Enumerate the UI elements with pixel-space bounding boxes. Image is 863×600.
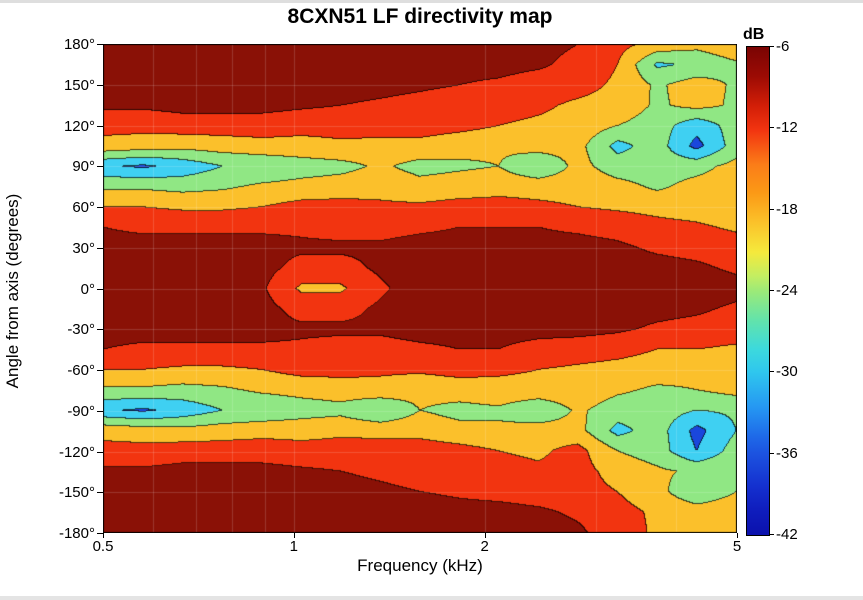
x-tick-mark bbox=[485, 533, 486, 538]
colorbar-tick-label: -30 bbox=[776, 363, 798, 381]
y-tick-mark bbox=[97, 166, 103, 167]
y-tick-mark bbox=[97, 329, 103, 330]
colorbar-tick-mark bbox=[769, 534, 774, 535]
colorbar-tick-mark bbox=[769, 371, 774, 372]
y-tick-mark bbox=[97, 289, 103, 290]
bottom-border-strip bbox=[0, 596, 863, 600]
colorbar-tick-label: -18 bbox=[776, 200, 798, 218]
colorbar-tick-mark bbox=[769, 209, 774, 210]
x-axis-title: Frequency (kHz) bbox=[357, 556, 483, 575]
y-tick-label: 30° bbox=[72, 239, 95, 257]
colorbar-tick-label: -6 bbox=[776, 38, 790, 55]
colorbar-tick-mark bbox=[769, 46, 774, 47]
y-axis-title: Angle from axis (degrees) bbox=[3, 193, 22, 389]
colorbar-tick-mark bbox=[769, 127, 774, 128]
x-tick-label: 5 bbox=[732, 538, 742, 555]
y-tick-label: -60° bbox=[67, 362, 95, 379]
contour-plot-canvas bbox=[103, 44, 737, 533]
colorbar-tick-label: -36 bbox=[776, 444, 798, 462]
x-tick-mark bbox=[103, 533, 104, 538]
colorbar-tick-label: -24 bbox=[776, 282, 798, 299]
y-tick-label: -30° bbox=[67, 321, 95, 339]
colorbar-gradient bbox=[746, 46, 770, 536]
colorbar-tick-label: -42 bbox=[776, 526, 798, 543]
y-tick-mark bbox=[97, 370, 103, 371]
y-tick-label: 150° bbox=[63, 76, 95, 94]
y-tick-label: -120° bbox=[58, 443, 95, 461]
y-tick-label: 90° bbox=[72, 158, 95, 176]
colorbar-tick-mark bbox=[769, 453, 774, 454]
y-tick-mark bbox=[97, 492, 103, 493]
y-tick-mark bbox=[97, 207, 103, 208]
colorbar-unit-label: dB bbox=[743, 26, 765, 43]
colorbar-tick-label: -12 bbox=[776, 119, 798, 137]
y-tick-mark bbox=[97, 533, 103, 534]
y-tick-label: -150° bbox=[58, 484, 95, 502]
colorbar-tick-mark bbox=[769, 290, 774, 291]
x-tick-label: 1 bbox=[289, 538, 299, 555]
y-tick-mark bbox=[97, 44, 103, 45]
y-tick-label: -180° bbox=[58, 525, 95, 542]
y-tick-label: -90° bbox=[67, 402, 95, 420]
x-tick-label: 0.5 bbox=[92, 538, 114, 555]
x-tick-label: 2 bbox=[480, 538, 489, 555]
x-tick-mark bbox=[294, 533, 295, 538]
y-tick-label: 180° bbox=[63, 36, 95, 53]
y-tick-mark bbox=[97, 248, 103, 249]
chart-title: 8CXN51 LF directivity map bbox=[287, 5, 553, 28]
y-tick-mark bbox=[97, 126, 103, 127]
y-tick-label: 0° bbox=[80, 280, 95, 298]
y-tick-mark bbox=[97, 411, 103, 412]
y-tick-label: 120° bbox=[63, 117, 95, 135]
y-tick-label: 60° bbox=[72, 199, 95, 216]
y-tick-mark bbox=[97, 85, 103, 86]
y-tick-mark bbox=[97, 452, 103, 453]
x-tick-mark bbox=[737, 533, 738, 538]
top-border-strip bbox=[0, 0, 863, 3]
